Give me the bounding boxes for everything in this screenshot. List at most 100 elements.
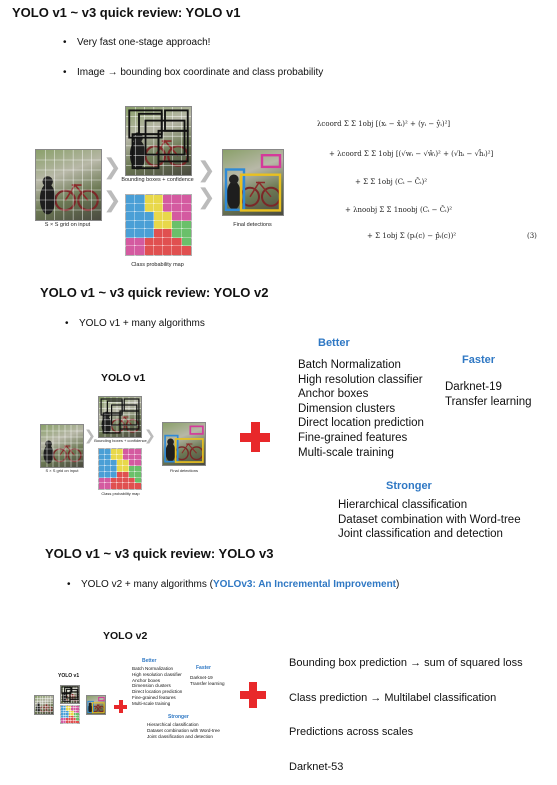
grid-input-image: [34, 695, 54, 715]
prob-map-cell: [180, 202, 193, 214]
class-probability-map: [124, 194, 193, 256]
faster-item: Darknet-19: [190, 675, 213, 680]
prob-map-cell: [70, 709, 75, 715]
better-item: Fine-grained features: [132, 694, 176, 700]
prob-map-cell: [134, 211, 146, 222]
prob-map-caption: Class probability map: [131, 262, 184, 268]
better-list: Batch Normalization High resolution clas…: [298, 358, 424, 460]
prob-map-cell: [104, 459, 112, 468]
prob-map-cell: [122, 453, 130, 462]
prob-map-cell: [124, 245, 137, 256]
prob-map-cell: [143, 202, 155, 214]
better-item: Direct location prediction: [132, 689, 183, 695]
better-item: Multi-scale training: [298, 446, 394, 459]
final-caption: Final detections: [233, 222, 272, 228]
paper-link[interactable]: YOLOv3: An Incremental Improvement: [213, 579, 397, 590]
stronger-item: Dataset combination with Word-tree: [147, 727, 220, 733]
prob-map-cell: [98, 470, 106, 479]
better-item: High resolution classifier: [298, 373, 423, 386]
prob-map-cell: [152, 228, 165, 239]
prob-map-cell: [60, 704, 65, 710]
yolo-v1-label: YOLO v1: [58, 673, 80, 679]
prob-map-cell: [67, 712, 73, 717]
prob-map-cell: [65, 716, 70, 722]
prob-map-cell: [180, 228, 193, 239]
faster-item: Darknet-19: [445, 381, 502, 393]
arrow-icon: ❯: [103, 154, 122, 179]
prob-map-cell: [75, 707, 80, 713]
better-heading: Better: [142, 658, 157, 664]
prob-map-cell: [180, 236, 193, 248]
prob-map-cell: [72, 716, 78, 722]
prob-map-cell: [124, 202, 137, 214]
yolo-v1-figure-small: S × S grid on input ❯ Bounding boxes + c…: [38, 392, 213, 502]
prob-map-cell: [65, 709, 70, 715]
boxes-caption: Bounding boxes + confidence: [121, 177, 194, 183]
prob-map-cell: [171, 219, 183, 231]
section1-bullet-2: Image → bounding box coordinate and clas…: [63, 67, 323, 78]
equation-line: λcoord Σ Σ 1obj [(xᵢ − x̂ᵢ)² + (yᵢ − ŷᵢ)…: [317, 120, 451, 128]
prob-map-cell: [134, 228, 146, 239]
prob-map-cell: [122, 470, 130, 479]
prob-map-cell: [124, 228, 137, 239]
prob-map-cell: [98, 482, 106, 490]
yolo-v2-mini-slide: Better Batch Normalization High resoluti…: [30, 655, 240, 755]
prob-map-cell: [152, 211, 165, 222]
prob-map-cell: [104, 482, 112, 490]
prob-map-cell: [60, 716, 65, 722]
prob-map-cell: [110, 459, 118, 468]
prob-map-cell: [122, 482, 130, 490]
prob-map-cell: [122, 448, 130, 456]
prob-map-cell: [180, 219, 193, 231]
photo-overlay: [41, 425, 83, 467]
prob-map-cell: [134, 448, 142, 456]
faster-item: Transfer learning: [190, 680, 225, 686]
prob-map-cell: [134, 465, 142, 473]
prob-map-cell: [104, 470, 112, 479]
prob-map-cell: [75, 716, 80, 722]
better-item: Dimension clusters: [132, 683, 171, 689]
prob-map-cell: [128, 482, 136, 490]
arrow-icon: ❯: [84, 427, 96, 443]
prob-map-cell: [110, 482, 118, 490]
grid-caption: S × S grid on input: [44, 222, 91, 228]
photo-overlay: [35, 696, 53, 714]
better-item: High resolution classifier: [132, 671, 182, 677]
prob-map-cell: [128, 459, 136, 468]
v3-item: Darknet-53: [289, 761, 344, 774]
stronger-item: Dataset combination with Word-tree: [338, 513, 521, 526]
photo-overlay: [61, 686, 79, 703]
prob-map-cell: [143, 194, 155, 205]
prob-map-cell: [134, 245, 146, 256]
photo-overlay: [224, 153, 282, 212]
prob-map-cell: [171, 194, 183, 205]
arrow-icon: ❯: [144, 427, 156, 443]
better-item: Direct location prediction: [298, 417, 424, 430]
prob-map-cell: [162, 202, 174, 214]
prob-map-cell: [116, 482, 124, 490]
photo-overlay: [87, 696, 105, 714]
prob-map-cell: [67, 704, 73, 710]
arrow-icon: ❯: [103, 187, 122, 212]
prob-map-cell: [152, 194, 165, 205]
prob-map-cell: [134, 194, 146, 205]
better-item: Multi-scale training: [132, 700, 171, 706]
prob-map-cell: [122, 476, 130, 485]
prob-map-caption: Class probability map: [101, 491, 140, 496]
equation-line: + λnoobj Σ Σ 1noobj (Cᵢ − Ĉᵢ)²: [345, 206, 453, 214]
prob-map-cell: [72, 719, 78, 725]
prob-map-cell: [70, 716, 75, 722]
prob-map-cell: [104, 453, 112, 462]
arrow-icon: ❯: [197, 157, 216, 182]
better-item: Batch Normalization: [298, 359, 401, 371]
prob-map-cell: [65, 719, 70, 725]
prob-map-cell: [162, 211, 174, 222]
prob-map-cell: [65, 712, 70, 717]
prob-map-cell: [60, 719, 65, 725]
prob-map-cell: [62, 719, 67, 725]
prob-map-cell: [65, 714, 70, 720]
prob-map-cell: [134, 236, 146, 248]
prob-map-cell: [143, 245, 155, 256]
prob-map-cell: [110, 465, 118, 473]
prob-map-cell: [98, 459, 106, 468]
